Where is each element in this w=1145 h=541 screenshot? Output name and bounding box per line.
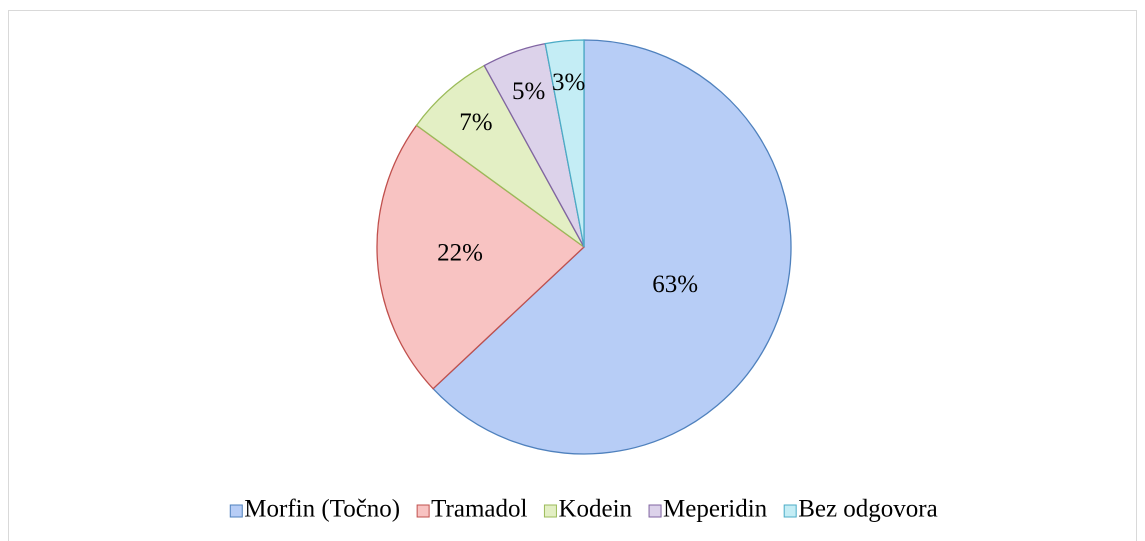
legend-swatch bbox=[783, 504, 797, 518]
legend-label: Meperidin bbox=[663, 496, 768, 523]
legend-label: Morfin (Točno) bbox=[244, 496, 400, 523]
legend-swatch bbox=[229, 504, 243, 518]
legend-swatch bbox=[416, 504, 430, 518]
data-label: 63% bbox=[652, 271, 698, 298]
legend-label: Tramadol bbox=[431, 496, 527, 523]
chart-border bbox=[8, 10, 1137, 541]
legend-label: Bez odgovora bbox=[798, 496, 938, 523]
legend-swatch bbox=[543, 504, 557, 518]
pie-slice bbox=[376, 124, 586, 390]
pie-slice bbox=[544, 39, 585, 248]
data-label: 3% bbox=[552, 69, 585, 96]
legend-swatch bbox=[648, 504, 662, 518]
data-label: 5% bbox=[512, 78, 545, 105]
data-label: 22% bbox=[437, 240, 483, 267]
pie-slice bbox=[432, 39, 792, 455]
data-label: 7% bbox=[459, 109, 492, 136]
legend-label: Kodein bbox=[558, 496, 632, 523]
